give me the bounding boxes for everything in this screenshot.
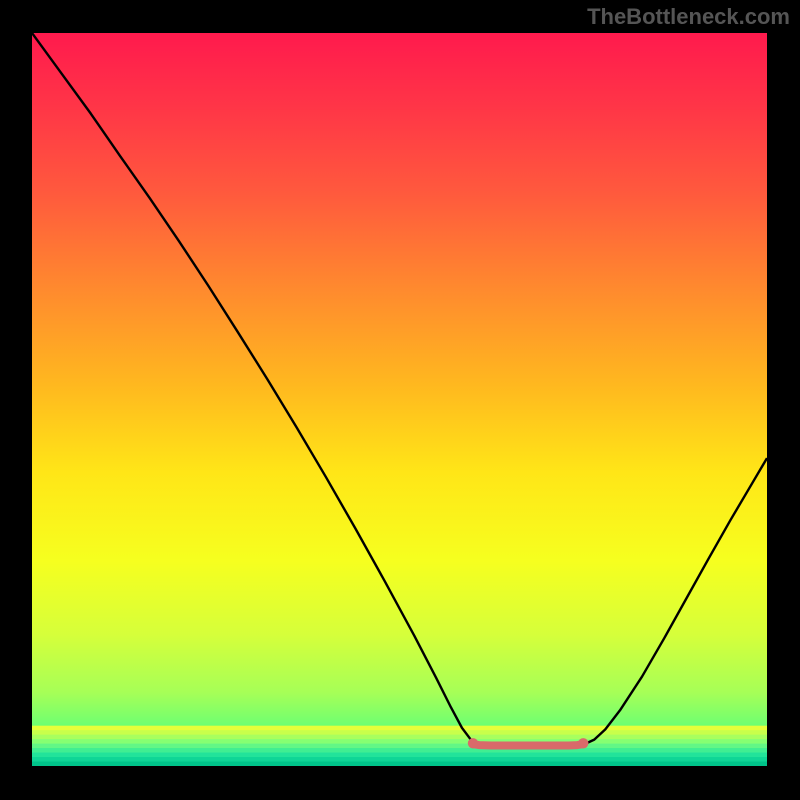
- gradient-background: [32, 33, 767, 766]
- watermark-text: TheBottleneck.com: [587, 4, 790, 30]
- plot-area: [32, 33, 767, 766]
- chart-container: TheBottleneck.com: [0, 0, 800, 800]
- plot-svg: [32, 33, 767, 766]
- valley-dot-right: [578, 738, 588, 748]
- valley-dot-left: [468, 738, 478, 748]
- valley-marker: [473, 744, 583, 745]
- bottom-stripes: [32, 726, 767, 766]
